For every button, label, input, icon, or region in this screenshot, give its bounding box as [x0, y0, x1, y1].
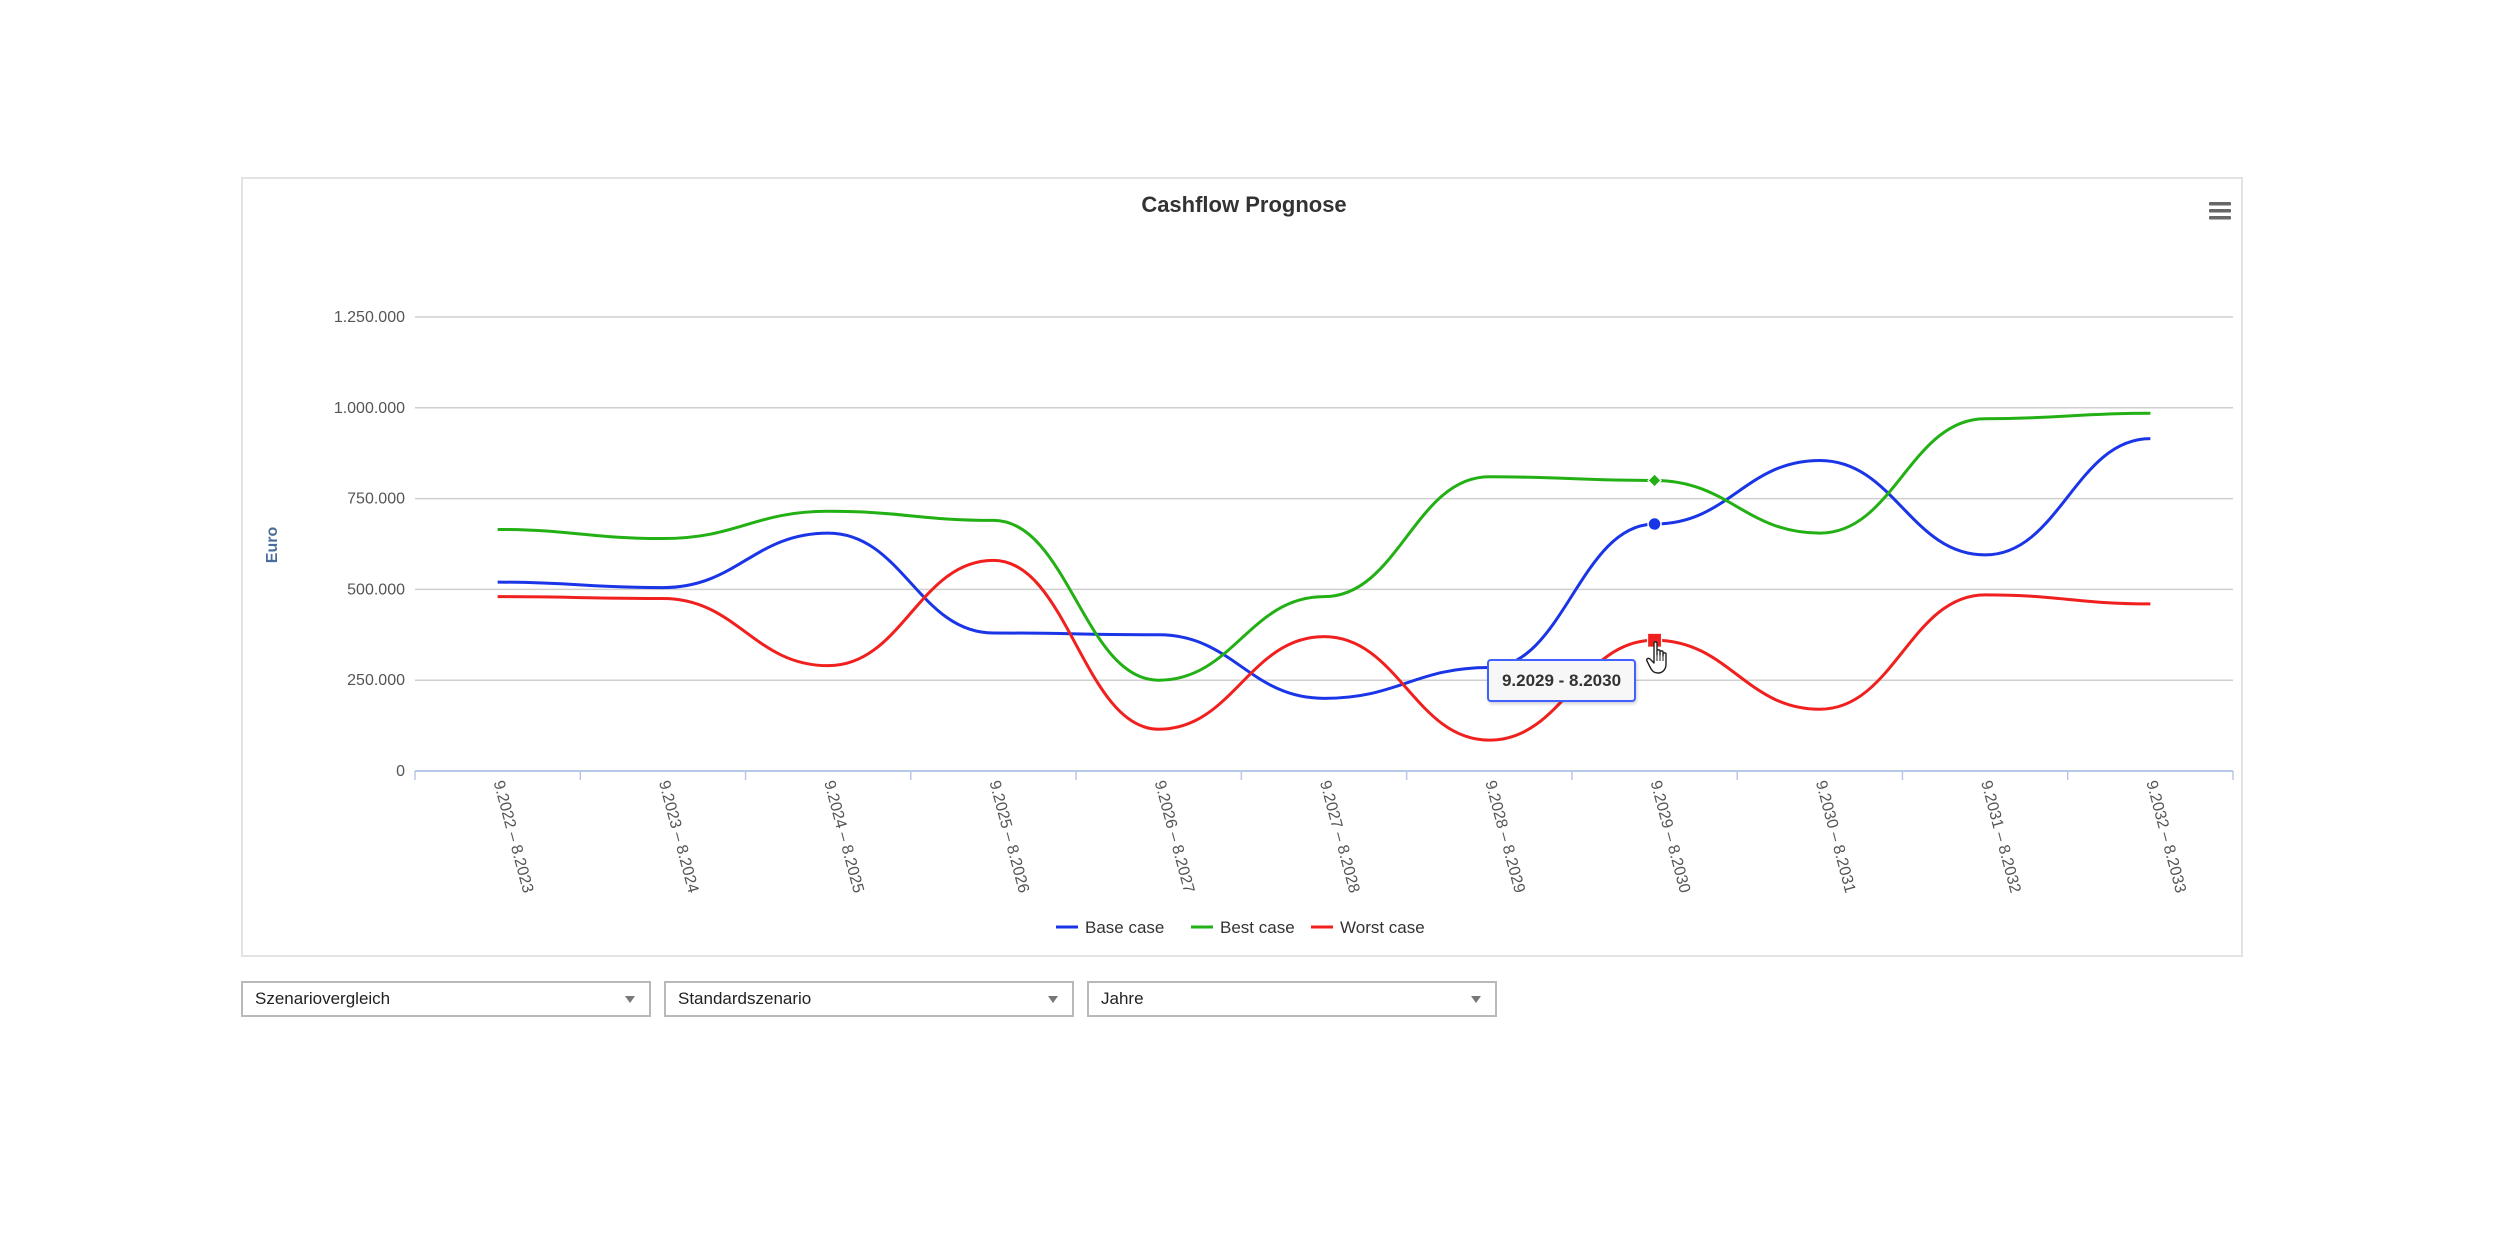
- data-point-worst-case[interactable]: [494, 593, 502, 601]
- chart-tooltip: 9.2029 - 8.2030: [1487, 659, 1636, 702]
- series-line-worst-case[interactable]: [497, 558, 2151, 742]
- x-tick-label: 9.2030 – 8.2031: [1812, 779, 1858, 895]
- tooltip-text: 9.2029 - 8.2030: [1501, 670, 1622, 690]
- data-point-best-case[interactable]: [1816, 529, 1824, 537]
- y-tick-label: 0: [396, 763, 405, 780]
- data-point-worst-case[interactable]: [1155, 725, 1163, 733]
- data-point-worst-case[interactable]: [2146, 600, 2154, 608]
- chart-panel: Cashflow Prognose 0 250.000 500.000 750.000…: [241, 177, 2243, 957]
- y-axis-label: Euro: [264, 527, 281, 564]
- hand-cursor-icon: [1646, 640, 1672, 681]
- x-tick-label: 9.2025 – 8.2026: [986, 779, 1032, 895]
- data-point-best-case[interactable]: [1155, 676, 1163, 684]
- y-tick-label: 250.000: [347, 672, 405, 689]
- period-select[interactable]: Jahre: [1087, 981, 1497, 1017]
- x-tick-label: 9.2031 – 8.2032: [1977, 779, 2023, 895]
- legend-item-worst-case[interactable]: Worst case: [1311, 918, 1425, 937]
- data-point-base-case[interactable]: [494, 578, 502, 586]
- data-point-worst-case[interactable]: [989, 556, 997, 564]
- x-tick-label: 9.2028 – 8.2029: [1481, 779, 1527, 895]
- x-tick-label: 9.2023 – 8.2024: [655, 779, 701, 895]
- legend-label: Best case: [1220, 918, 1295, 937]
- x-tick-label: 9.2026 – 8.2027: [1151, 779, 1197, 895]
- chevron-down-icon: [1471, 996, 1481, 1003]
- data-point-best-case[interactable]: [1485, 473, 1493, 481]
- chevron-down-icon: [625, 996, 635, 1003]
- y-tick-label: 500.000: [347, 581, 405, 598]
- data-point-worst-case[interactable]: [659, 594, 667, 602]
- data-point-base-case[interactable]: [989, 629, 997, 637]
- data-point-worst-case[interactable]: [1485, 736, 1493, 744]
- data-point-best-case[interactable]: [1647, 473, 1662, 488]
- series-line-best-case[interactable]: [497, 411, 2151, 682]
- data-point-base-case[interactable]: [1816, 456, 1824, 464]
- scenario-comparison-value: Szenariovergleich: [255, 989, 391, 1008]
- legend-label: Worst case: [1340, 918, 1425, 937]
- y-tick-label: 1.250.000: [334, 309, 405, 326]
- data-point-best-case[interactable]: [989, 516, 997, 524]
- data-point-base-case[interactable]: [1981, 551, 1989, 559]
- chevron-down-icon: [1048, 996, 1058, 1003]
- data-point-base-case[interactable]: [1320, 694, 1328, 702]
- data-point-best-case[interactable]: [1981, 415, 1989, 423]
- data-point-base-case[interactable]: [659, 584, 667, 592]
- data-point-best-case[interactable]: [2146, 409, 2154, 417]
- scenario-value: Standardszenario: [678, 989, 812, 1008]
- legend-label: Base case: [1085, 918, 1164, 937]
- scenario-select[interactable]: Standardszenario: [664, 981, 1074, 1017]
- data-point-base-case[interactable]: [1155, 631, 1163, 639]
- scenario-comparison-select[interactable]: Szenariovergleich: [241, 981, 651, 1017]
- menu-button[interactable]: [2207, 201, 2231, 221]
- chart-title: Cashflow Prognose: [1141, 192, 1346, 217]
- data-point-base-case[interactable]: [1647, 516, 1662, 532]
- data-point-worst-case[interactable]: [1320, 633, 1328, 641]
- x-tick-label: 9.2029 – 8.2030: [1647, 779, 1693, 895]
- y-tick-label: 1.000.000: [334, 400, 405, 417]
- data-point-best-case[interactable]: [659, 535, 667, 543]
- x-tick-label: 9.2024 – 8.2025: [820, 779, 866, 895]
- data-point-base-case[interactable]: [2146, 435, 2154, 443]
- line-chart: Cashflow Prognose 0 250.000 500.000 750.000…: [264, 192, 2234, 937]
- period-value: Jahre: [1101, 989, 1144, 1008]
- data-point-base-case[interactable]: [824, 529, 832, 537]
- legend-item-best-case[interactable]: Best case: [1191, 918, 1295, 937]
- data-point-worst-case[interactable]: [824, 662, 832, 670]
- legend-item-base-case[interactable]: Base case: [1056, 918, 1164, 937]
- data-point-best-case[interactable]: [824, 507, 832, 515]
- x-tick-label: 9.2032 – 8.2033: [2142, 779, 2188, 895]
- hamburger-menu-icon: [2209, 202, 2231, 220]
- data-point-best-case[interactable]: [1320, 593, 1328, 601]
- y-tick-label: 750.000: [347, 491, 405, 508]
- data-point-worst-case[interactable]: [1981, 591, 1989, 599]
- x-tick-label: 9.2027 – 8.2028: [1316, 779, 1362, 895]
- series-line-base-case[interactable]: [497, 437, 2151, 700]
- data-point-best-case[interactable]: [494, 525, 502, 533]
- data-point-worst-case[interactable]: [1816, 705, 1824, 713]
- x-tick-label: 9.2022 – 8.2023: [490, 779, 536, 895]
